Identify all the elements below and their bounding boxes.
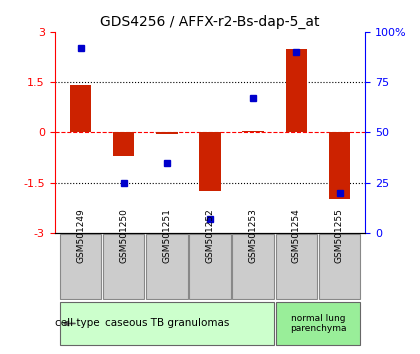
Text: cell type: cell type bbox=[55, 319, 100, 329]
Bar bbox=[70, 85, 91, 132]
Text: GSM501251: GSM501251 bbox=[163, 208, 171, 263]
Bar bbox=[242, 131, 264, 132]
Text: caseous TB granulomas: caseous TB granulomas bbox=[105, 319, 229, 329]
FancyBboxPatch shape bbox=[103, 234, 144, 299]
Text: GSM501254: GSM501254 bbox=[292, 209, 301, 263]
FancyBboxPatch shape bbox=[276, 234, 317, 299]
FancyBboxPatch shape bbox=[319, 234, 360, 299]
FancyBboxPatch shape bbox=[276, 302, 360, 344]
Text: GSM501252: GSM501252 bbox=[205, 209, 215, 263]
Text: normal lung
parenchyma: normal lung parenchyma bbox=[290, 314, 346, 333]
FancyBboxPatch shape bbox=[232, 234, 274, 299]
FancyBboxPatch shape bbox=[60, 302, 274, 344]
Bar bbox=[286, 48, 307, 132]
Text: GSM501249: GSM501249 bbox=[76, 209, 85, 263]
Text: GSM501253: GSM501253 bbox=[249, 208, 257, 263]
FancyBboxPatch shape bbox=[146, 234, 188, 299]
Title: GDS4256 / AFFX-r2-Bs-dap-5_at: GDS4256 / AFFX-r2-Bs-dap-5_at bbox=[100, 15, 320, 29]
FancyBboxPatch shape bbox=[60, 234, 101, 299]
Bar bbox=[329, 132, 350, 199]
FancyBboxPatch shape bbox=[189, 234, 231, 299]
Text: GSM501250: GSM501250 bbox=[119, 208, 128, 263]
Text: GSM501255: GSM501255 bbox=[335, 208, 344, 263]
Bar bbox=[199, 132, 221, 191]
Bar bbox=[156, 132, 178, 134]
Bar bbox=[113, 132, 134, 156]
